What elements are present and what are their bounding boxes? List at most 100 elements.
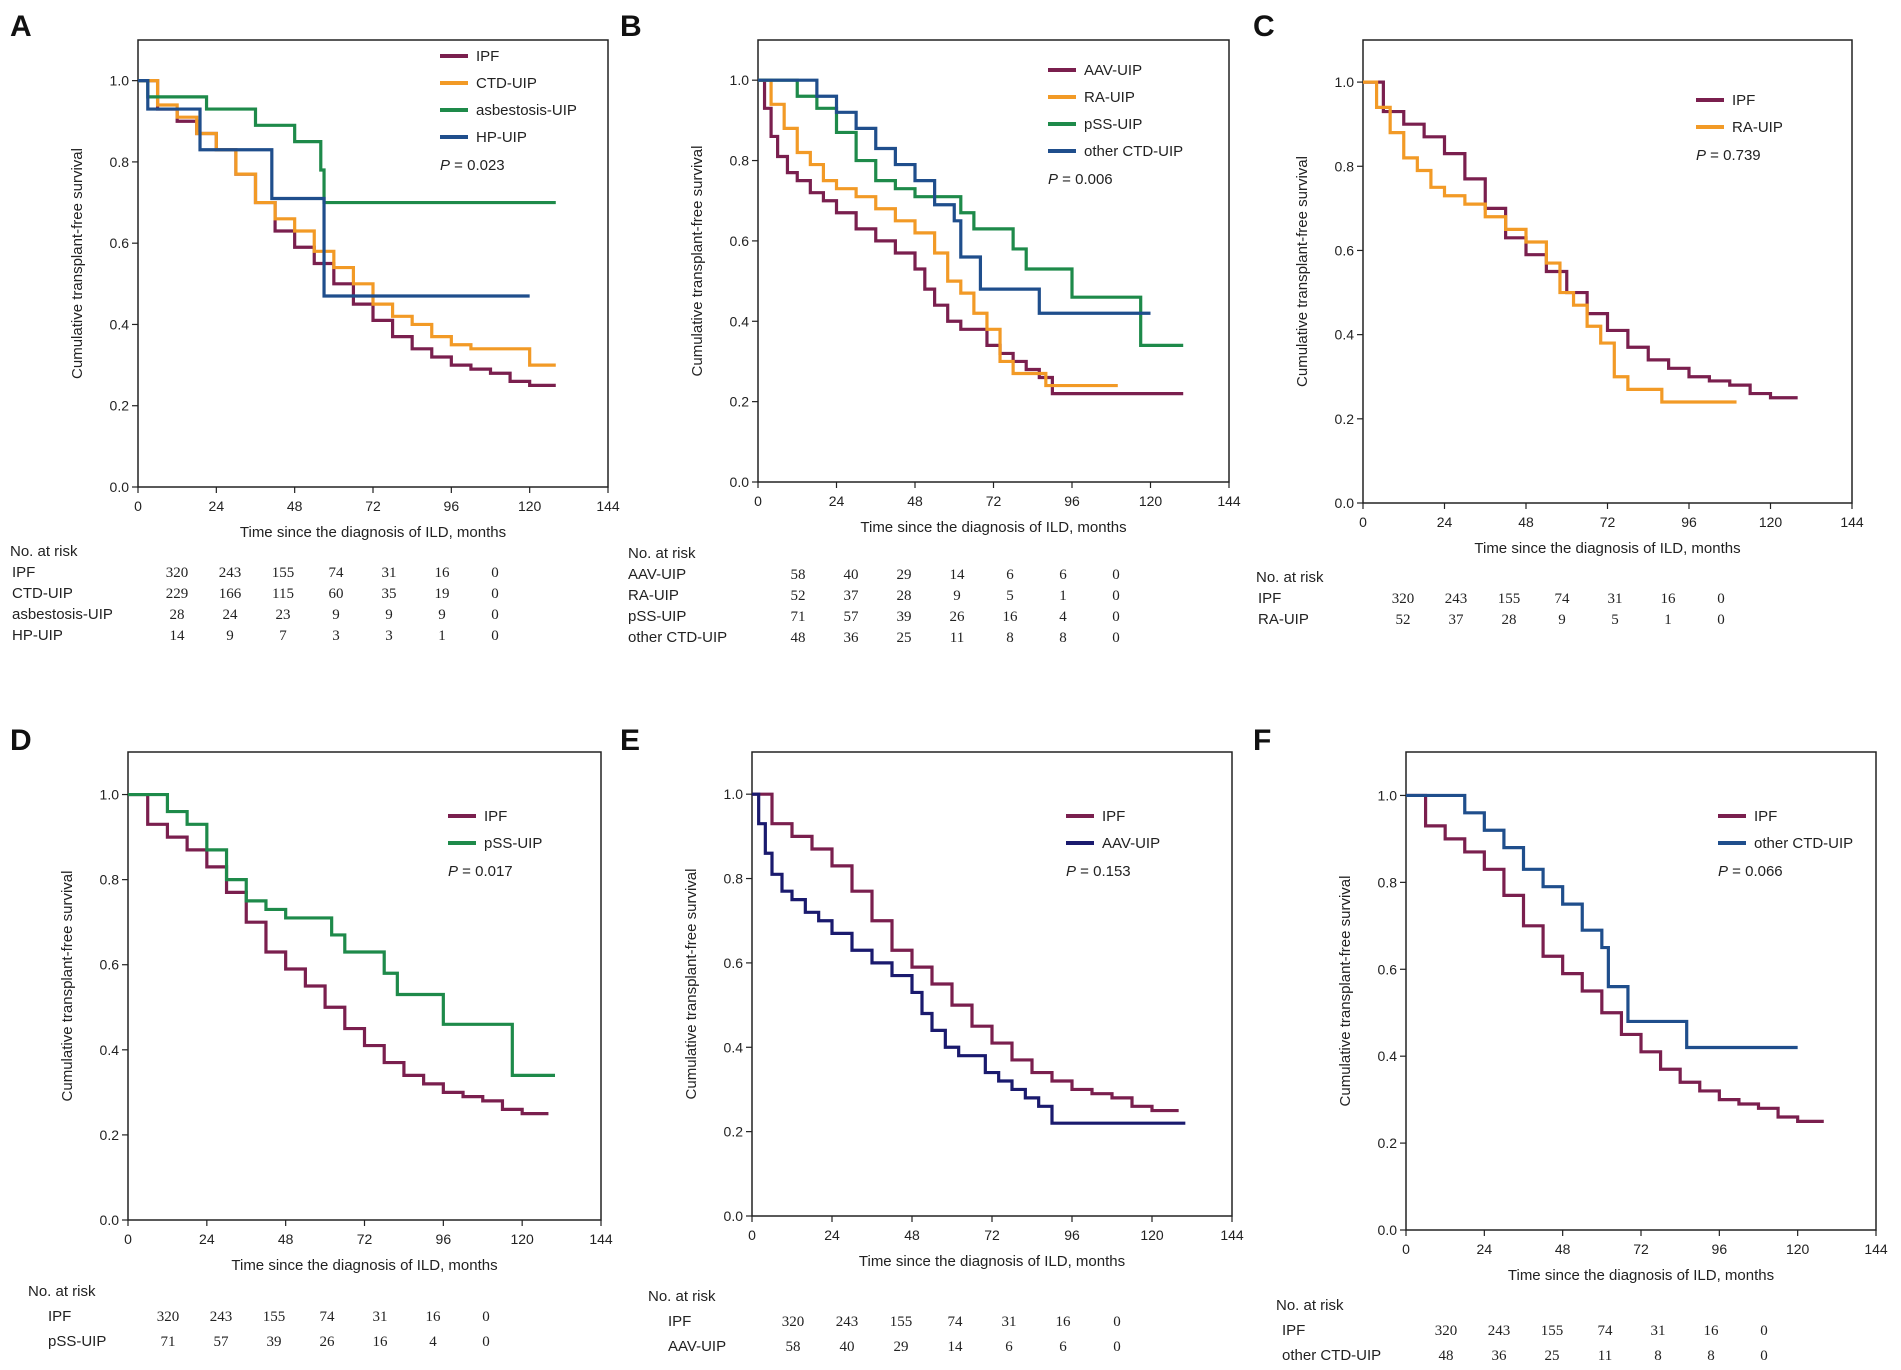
x-tick-label: 48 xyxy=(287,498,303,514)
y-tick-label: 1.0 xyxy=(1378,787,1398,803)
x-tick-label: 96 xyxy=(1681,514,1697,530)
x-tick-label: 24 xyxy=(824,1227,840,1243)
x-tick-label: 144 xyxy=(1220,1227,1244,1243)
risk-cell: 57 xyxy=(214,1334,230,1350)
y-tick-label: 0.2 xyxy=(724,1124,744,1140)
panel-d: D 0 24 48 72 96 120 144 0.0 0.2 0.4 0.6 0.8 1.0 Time s… xyxy=(10,724,613,1350)
risk-cell: 8 xyxy=(1707,1348,1715,1364)
x-tick-label: 96 xyxy=(1712,1241,1728,1257)
x-tick-label: 72 xyxy=(984,1227,1000,1243)
risk-cell: 58 xyxy=(786,1339,801,1355)
risk-cell: 243 xyxy=(1445,591,1468,607)
risk-row-label: CTD-UIP xyxy=(12,585,73,602)
x-tick-label: 72 xyxy=(986,493,1002,509)
y-axis-label: Cumulative transplant-free survival xyxy=(689,146,706,377)
risk-cell: 0 xyxy=(1760,1323,1768,1339)
y-tick-label: 0.2 xyxy=(1378,1135,1398,1151)
y-tick-label: 0.4 xyxy=(100,1042,120,1058)
risk-cell: 155 xyxy=(1541,1323,1564,1339)
risk-table-header: No. at risk xyxy=(10,543,78,560)
series-line-other-ctd-uip xyxy=(1406,793,1798,1050)
risk-cell: 9 xyxy=(1558,612,1566,628)
risk-cell: 0 xyxy=(491,628,499,644)
risk-cell: 243 xyxy=(1488,1323,1511,1339)
legend-entry: IPF xyxy=(484,808,507,825)
risk-cell: 28 xyxy=(170,607,185,623)
risk-cell: 5 xyxy=(1611,612,1619,628)
panel-f: F 0 24 48 72 96 120 144 0.0 0.2 0.4 0.6 0.8 1.0 Time s… xyxy=(1253,724,1888,1364)
x-tick-label: 24 xyxy=(829,493,845,509)
risk-cell: 58 xyxy=(791,567,806,583)
risk-cell: 0 xyxy=(491,607,499,623)
risk-cell: 9 xyxy=(385,607,393,623)
risk-cell: 48 xyxy=(791,630,806,646)
risk-cell: 40 xyxy=(840,1339,855,1355)
x-tick-label: 0 xyxy=(748,1227,756,1243)
risk-row-label: IPF xyxy=(12,564,35,581)
risk-cell: 31 xyxy=(373,1309,388,1325)
risk-cell: 243 xyxy=(210,1309,233,1325)
p-value: P = 0.023 xyxy=(440,157,505,174)
risk-row-label: other CTD-UIP xyxy=(1282,1347,1381,1364)
risk-cell: 0 xyxy=(1112,567,1120,583)
risk-table-header: No. at risk xyxy=(648,1288,716,1305)
series-line-aav-uip xyxy=(752,792,1186,1125)
y-tick-label: 1.0 xyxy=(110,73,130,89)
y-tick-label: 0.0 xyxy=(724,1208,744,1224)
risk-row-label: HP-UIP xyxy=(12,627,63,644)
risk-cell: 0 xyxy=(1760,1348,1768,1364)
risk-cell: 243 xyxy=(219,565,242,581)
series-line-other-ctd-uip xyxy=(758,78,1151,315)
risk-cell: 16 xyxy=(1704,1323,1720,1339)
panel-a: A 0 24 48 72 96 120 144 0.0 0.2 0.4 0.6 0.8 1.0 Time s… xyxy=(10,10,620,644)
risk-cell: 0 xyxy=(1112,609,1120,625)
x-tick-label: 48 xyxy=(907,493,923,509)
risk-cell: 39 xyxy=(267,1334,282,1350)
risk-cell: 6 xyxy=(1005,1339,1013,1355)
risk-cell: 60 xyxy=(329,586,344,602)
risk-row-label: pSS-UIP xyxy=(48,1333,106,1350)
y-axis-label: Cumulative transplant-free survival xyxy=(1337,876,1354,1107)
risk-cell: 0 xyxy=(491,565,499,581)
x-tick-label: 96 xyxy=(1064,1227,1080,1243)
legend-entry: RA-UIP xyxy=(1732,119,1783,136)
x-tick-label: 72 xyxy=(1633,1241,1649,1257)
risk-table-header: No. at risk xyxy=(28,1283,96,1300)
risk-cell: 31 xyxy=(382,565,397,581)
y-tick-label: 0.2 xyxy=(100,1127,120,1143)
panel-letter: F xyxy=(1253,724,1271,757)
y-tick-label: 0.6 xyxy=(1378,961,1398,977)
series-line-ipf xyxy=(1363,80,1798,400)
risk-cell: 1 xyxy=(1664,612,1672,628)
risk-cell: 166 xyxy=(219,586,242,602)
risk-cell: 155 xyxy=(272,565,295,581)
risk-row-label: IPF xyxy=(1282,1322,1305,1339)
risk-cell: 1 xyxy=(438,628,446,644)
risk-cell: 31 xyxy=(1002,1314,1017,1330)
risk-cell: 16 xyxy=(1661,591,1677,607)
x-axis-label: Time since the diagnosis of ILD, months xyxy=(860,519,1126,536)
risk-cell: 31 xyxy=(1651,1323,1666,1339)
panel-letter: D xyxy=(10,724,32,757)
risk-cell: 6 xyxy=(1059,1339,1067,1355)
risk-cell: 155 xyxy=(890,1314,913,1330)
legend-entry: other CTD-UIP xyxy=(1084,143,1183,160)
panel-e: E 0 24 48 72 96 120 144 0.0 0.2 0.4 0.6 0.8 1.0 Time s… xyxy=(620,724,1244,1355)
risk-cell: 37 xyxy=(844,588,860,604)
risk-cell: 0 xyxy=(1112,588,1120,604)
risk-cell: 23 xyxy=(276,607,291,623)
risk-cell: 0 xyxy=(491,586,499,602)
series-line-ctd-uip xyxy=(138,79,556,367)
risk-cell: 52 xyxy=(1396,612,1411,628)
risk-cell: 9 xyxy=(953,588,961,604)
risk-cell: 14 xyxy=(948,1339,964,1355)
legend-entry: IPF xyxy=(476,48,499,65)
risk-table-header: No. at risk xyxy=(1276,1297,1344,1314)
risk-cell: 8 xyxy=(1059,630,1067,646)
risk-cell: 28 xyxy=(897,588,912,604)
risk-cell: 320 xyxy=(782,1314,805,1330)
y-tick-label: 0.8 xyxy=(110,154,130,170)
risk-cell: 71 xyxy=(161,1334,176,1350)
